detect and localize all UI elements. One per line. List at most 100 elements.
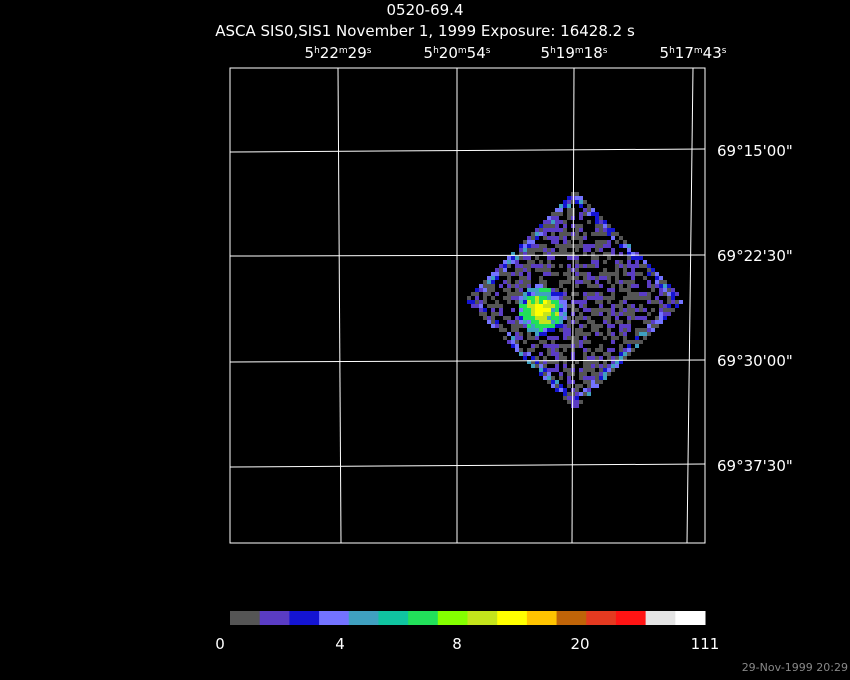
pixel [547, 340, 551, 344]
pixel [535, 352, 539, 356]
pixel [643, 336, 647, 340]
pixel [531, 332, 535, 336]
pixel [607, 224, 611, 228]
pixel [603, 284, 607, 288]
pixel [587, 376, 591, 380]
pixel [559, 392, 563, 396]
pixel [539, 324, 543, 328]
pixel [559, 316, 563, 320]
pixel [579, 232, 583, 236]
pixel [587, 252, 591, 256]
pixel [583, 368, 587, 372]
xray-map [467, 192, 683, 408]
pixel [599, 248, 603, 252]
pixel [535, 260, 539, 264]
pixel [607, 244, 611, 248]
pixel [547, 356, 551, 360]
pixel [583, 344, 587, 348]
pixel [635, 272, 639, 276]
pixel [591, 300, 595, 304]
pixel [539, 292, 543, 296]
pixel [511, 320, 515, 324]
pixel [543, 288, 547, 292]
pixel [563, 392, 567, 396]
colorbar-segment [408, 611, 439, 625]
pixel [647, 304, 651, 308]
pixel [551, 272, 555, 276]
pixel [603, 372, 607, 376]
pixel [567, 376, 571, 380]
pixel [619, 292, 623, 296]
pixel [607, 356, 611, 360]
pixel [611, 340, 615, 344]
pixel [507, 268, 511, 272]
pixel [503, 284, 507, 288]
pixel [539, 328, 543, 332]
pixel [635, 316, 639, 320]
pixel [619, 248, 623, 252]
pixel [599, 336, 603, 340]
pixel [607, 336, 611, 340]
pixel [631, 280, 635, 284]
pixel [527, 308, 531, 312]
pixel [619, 320, 623, 324]
pixel [651, 296, 655, 300]
pixel [523, 240, 527, 244]
pixel [531, 256, 535, 260]
pixel [527, 356, 531, 360]
pixel [583, 236, 587, 240]
pixel [635, 324, 639, 328]
pixel [587, 372, 591, 376]
pixel [539, 240, 543, 244]
pixel [575, 216, 579, 220]
pixel [599, 240, 603, 244]
pixel [515, 256, 519, 260]
pixel [587, 368, 591, 372]
pixel [507, 324, 511, 328]
pixel [495, 316, 499, 320]
pixel [575, 360, 579, 364]
pixel [647, 276, 651, 280]
pixel [519, 332, 523, 336]
pixel [607, 252, 611, 256]
pixel [583, 380, 587, 384]
pixel [647, 268, 651, 272]
pixel [567, 248, 571, 252]
pixel [499, 288, 503, 292]
pixel [567, 228, 571, 232]
pixel [559, 228, 563, 232]
pixel [587, 296, 591, 300]
pixel [587, 300, 591, 304]
pixel [587, 392, 591, 396]
pixel [583, 284, 587, 288]
pixel [523, 260, 527, 264]
pixel [563, 372, 567, 376]
pixel [639, 328, 643, 332]
pixel [479, 300, 483, 304]
pixel [567, 328, 571, 332]
pixel [619, 276, 623, 280]
pixel [599, 244, 603, 248]
pixel [595, 244, 599, 248]
colorbar-segment [586, 611, 617, 625]
colorbar-segment [289, 611, 320, 625]
pixel [531, 232, 535, 236]
pixel [575, 228, 579, 232]
pixel [611, 260, 615, 264]
pixel [567, 216, 571, 220]
pixel [503, 280, 507, 284]
pixel [507, 296, 511, 300]
pixel [639, 336, 643, 340]
pixel [519, 316, 523, 320]
pixel [627, 272, 631, 276]
pixel [623, 296, 627, 300]
pixel [511, 304, 515, 308]
pixel [567, 400, 571, 404]
pixel [607, 284, 611, 288]
pixel [487, 284, 491, 288]
pixel [607, 368, 611, 372]
pixel [615, 256, 619, 260]
pixel [515, 296, 519, 300]
pixel [607, 276, 611, 280]
pixel [583, 252, 587, 256]
